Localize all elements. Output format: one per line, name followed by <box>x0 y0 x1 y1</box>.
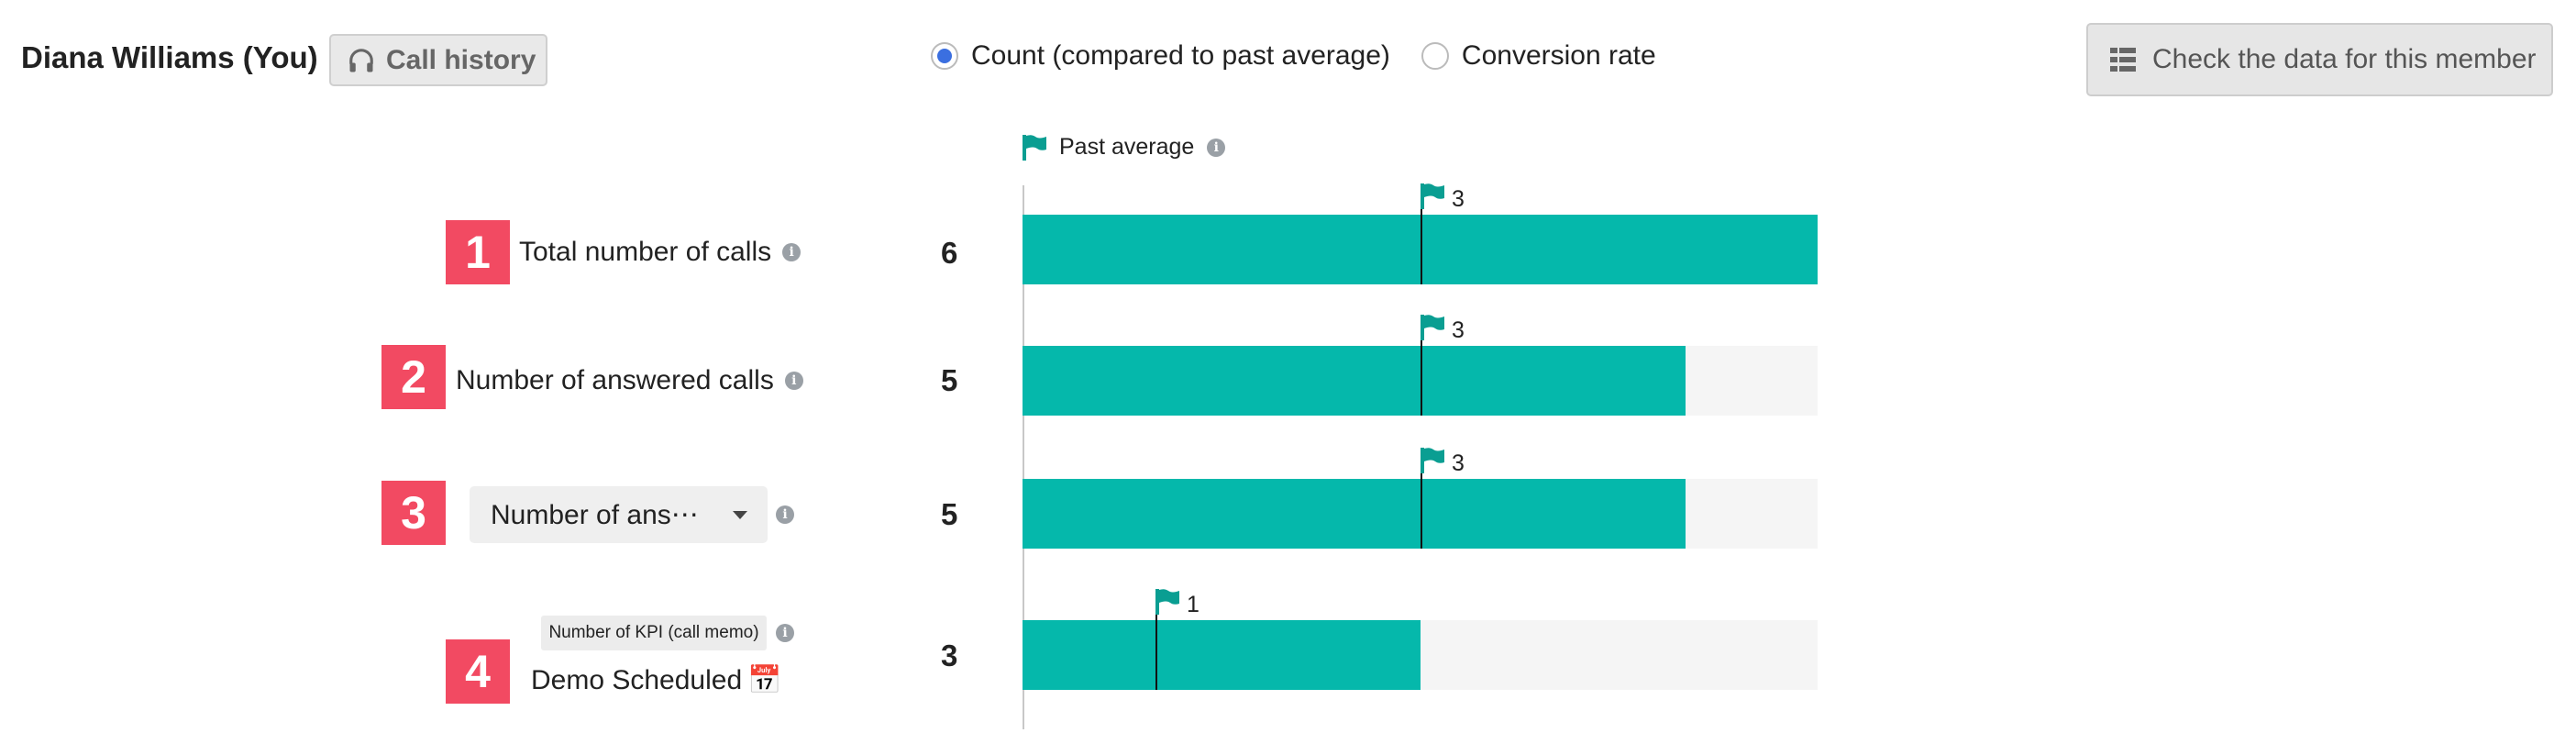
row-badge-2: 2 <box>381 345 446 409</box>
past-average-label: Past average <box>1059 134 1195 160</box>
bar-fill <box>1023 346 1686 416</box>
call-history-label: Call history <box>386 44 536 75</box>
radio-selected-icon <box>931 42 958 70</box>
past-average-value: 3 <box>1452 317 1465 343</box>
member-name: Diana Williams (You) <box>21 40 318 74</box>
row-badge-1: 1 <box>446 220 510 284</box>
chart-axis-line <box>1023 185 1024 729</box>
radio-count-label: Count (compared to past average) <box>971 40 1390 71</box>
metric-select-dropdown[interactable]: Number of ans⋯ <box>470 486 768 543</box>
info-icon[interactable]: i <box>1207 138 1226 157</box>
flag-icon <box>1421 183 1444 216</box>
bar-fill <box>1023 620 1421 690</box>
past-average-value: 3 <box>1452 450 1465 476</box>
radio-conversion-rate-label: Conversion rate <box>1461 40 1656 71</box>
flag-icon <box>1421 315 1444 347</box>
row-badge-4: 4 <box>446 639 510 704</box>
info-icon[interactable]: i <box>776 505 794 524</box>
metric-select-value: Number of ans⋯ <box>491 499 699 530</box>
past-average-flag: 3 <box>1421 315 1465 347</box>
row-label-total-calls: Total number of calls i <box>519 237 802 268</box>
row-label-text: Total number of calls <box>519 237 772 267</box>
row-badge-3: 3 <box>381 481 446 545</box>
row-label-text: Number of answered calls <box>456 365 774 395</box>
row-label-text: Demo Scheduled <box>531 664 743 695</box>
past-average-marker <box>1155 615 1157 690</box>
caret-down-icon <box>733 511 747 519</box>
headphones-icon <box>349 48 373 72</box>
past-average-marker <box>1421 340 1422 416</box>
radio-unselected-icon <box>1421 42 1449 70</box>
flag-icon <box>1155 589 1179 621</box>
row-label-answered-calls: Number of answered calls i <box>456 365 803 396</box>
metric-mode-radio-group: Count (compared to past average) Convers… <box>931 40 1687 72</box>
info-icon[interactable]: i <box>784 372 803 390</box>
past-average-flag: 3 <box>1421 448 1465 480</box>
table-icon <box>2110 48 2136 72</box>
row-value-total-calls: 6 <box>941 236 958 270</box>
row-label-demo-scheduled: Demo Scheduled 📅 <box>531 664 782 696</box>
row-value-metric-select: 5 <box>941 497 958 531</box>
check-member-data-label: Check the data for this member <box>2152 44 2537 74</box>
kpi-tag: Number of KPI (call memo) <box>541 616 767 650</box>
past-average-marker <box>1421 473 1422 549</box>
past-average-flag: 1 <box>1155 589 1200 621</box>
calendar-icon: 📅 <box>747 665 782 695</box>
info-icon[interactable]: i <box>776 624 794 642</box>
call-history-button[interactable]: Call history <box>329 34 547 86</box>
past-average-legend: Past average i <box>1023 134 1226 161</box>
radio-conversion-rate[interactable]: Conversion rate <box>1421 40 1656 72</box>
row-value-answered-calls: 5 <box>941 363 958 397</box>
bar-fill <box>1023 215 1818 284</box>
check-member-data-button[interactable]: Check the data for this member <box>2086 23 2553 96</box>
past-average-value: 3 <box>1452 186 1465 212</box>
flag-icon <box>1023 134 1046 161</box>
row-value-demo-scheduled: 3 <box>941 639 958 672</box>
info-icon[interactable]: i <box>782 243 802 261</box>
bar-fill <box>1023 479 1686 549</box>
past-average-marker <box>1421 209 1422 284</box>
flag-icon <box>1421 448 1444 480</box>
past-average-flag: 3 <box>1421 183 1465 216</box>
radio-count[interactable]: Count (compared to past average) <box>931 40 1390 72</box>
past-average-value: 1 <box>1187 592 1200 617</box>
